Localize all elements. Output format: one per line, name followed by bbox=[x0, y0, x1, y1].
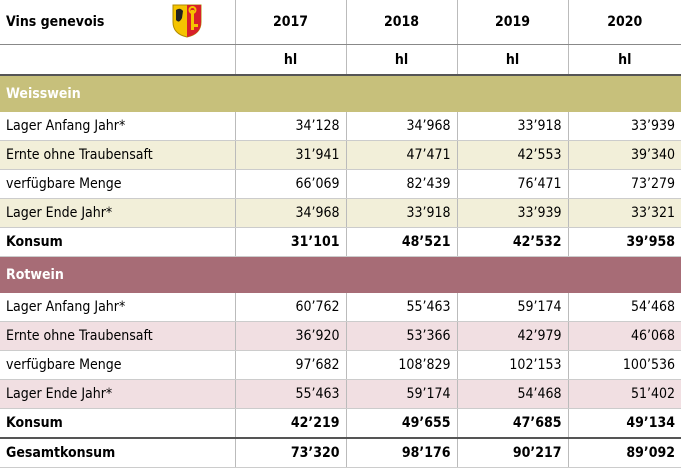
data-row: Lager Anfang Jahr* 60’762 55’463 59’174 54’4… bbox=[0, 293, 681, 322]
cell-value: 51’402 bbox=[567, 379, 681, 409]
cell-value: 33’321 bbox=[567, 198, 681, 228]
section-name: Weisswein bbox=[0, 75, 681, 112]
row-label: Lager Ende Jahr* bbox=[0, 198, 235, 228]
section-row: Weisswein bbox=[0, 75, 681, 112]
total-value: 98’176 bbox=[345, 437, 457, 468]
cell-value: 108’829 bbox=[345, 350, 457, 380]
row-label: Konsum bbox=[0, 408, 235, 439]
cell-value: 97’682 bbox=[234, 350, 346, 380]
cell-value: 59’174 bbox=[345, 379, 457, 409]
section-row: Rotwein bbox=[0, 256, 681, 293]
cell-value: 53’366 bbox=[345, 321, 457, 351]
unit-header: hl bbox=[456, 44, 568, 76]
year-header: 2020 bbox=[567, 0, 681, 45]
year-header: 2017 bbox=[234, 0, 346, 45]
year-header: 2018 bbox=[345, 0, 457, 45]
data-row: Lager Anfang Jahr* 34’128 34’968 33’918 33’9… bbox=[0, 112, 681, 141]
unit-empty bbox=[0, 44, 235, 76]
cell-value: 34’968 bbox=[234, 198, 346, 228]
cell-value: 34’128 bbox=[234, 112, 346, 141]
cell-value: 42’219 bbox=[234, 408, 346, 439]
row-label: verfügbare Menge bbox=[0, 169, 235, 199]
cell-value: 42’553 bbox=[456, 140, 568, 170]
header-title: Vins genevois bbox=[6, 14, 105, 30]
cell-value: 60’762 bbox=[234, 293, 346, 322]
data-row: Lager Ende Jahr* 55’463 59’174 54’468 51’402 bbox=[0, 379, 681, 409]
cell-value: 54’468 bbox=[567, 293, 681, 322]
header-row: Vins genevois 2017 2018 2019 2020 bbox=[0, 0, 681, 45]
total-value: 90’217 bbox=[456, 437, 568, 468]
cell-value: 55’463 bbox=[345, 293, 457, 322]
cell-value: 39’958 bbox=[567, 227, 681, 257]
data-row: verfügbare Menge 66’069 82’439 76’471 73’279 bbox=[0, 169, 681, 199]
total-value: 73’320 bbox=[234, 437, 346, 468]
cell-value: 76’471 bbox=[456, 169, 568, 199]
row-label: verfügbare Menge bbox=[0, 350, 235, 380]
cell-value: 47’685 bbox=[456, 408, 568, 439]
cell-value: 49’134 bbox=[567, 408, 681, 439]
coat-of-arms bbox=[172, 4, 202, 38]
cell-value: 36’920 bbox=[234, 321, 346, 351]
cell-value: 33’918 bbox=[345, 198, 457, 228]
cell-value: 31’101 bbox=[234, 227, 346, 257]
row-label: Konsum bbox=[0, 227, 235, 257]
cell-value: 59’174 bbox=[456, 293, 568, 322]
cell-value: 73’279 bbox=[567, 169, 681, 199]
row-label: Ernte ohne Traubensaft bbox=[0, 321, 235, 351]
total-label: Gesamtkonsum bbox=[0, 437, 235, 468]
unit-row: hl hl hl hl bbox=[0, 44, 681, 76]
year-header: 2019 bbox=[456, 0, 568, 45]
cell-value: 33’939 bbox=[567, 112, 681, 141]
row-label: Ernte ohne Traubensaft bbox=[0, 140, 235, 170]
data-row: verfügbare Menge 97’682 108’829 102’153 100’… bbox=[0, 350, 681, 380]
cell-value: 34’968 bbox=[345, 112, 457, 141]
cell-value: 31’941 bbox=[234, 140, 346, 170]
cell-value: 66’069 bbox=[234, 169, 346, 199]
cell-value: 42’532 bbox=[456, 227, 568, 257]
cell-value: 33’918 bbox=[456, 112, 568, 141]
data-row: Konsum 31’101 48’521 42’532 39’958 bbox=[0, 227, 681, 257]
cell-value: 47’471 bbox=[345, 140, 457, 170]
cell-value: 49’655 bbox=[345, 408, 457, 439]
cell-value: 33’939 bbox=[456, 198, 568, 228]
header-title-cell: Vins genevois bbox=[0, 0, 235, 45]
data-row: Ernte ohne Traubensaft 31’941 47’471 42’553… bbox=[0, 140, 681, 170]
row-label: Lager Anfang Jahr* bbox=[0, 112, 235, 141]
row-label: Lager Ende Jahr* bbox=[0, 379, 235, 409]
data-row: Lager Ende Jahr* 34’968 33’918 33’939 33’321 bbox=[0, 198, 681, 228]
data-row: Ernte ohne Traubensaft 36’920 53’366 42’979… bbox=[0, 321, 681, 351]
unit-header: hl bbox=[234, 44, 346, 76]
cell-value: 48’521 bbox=[345, 227, 457, 257]
unit-header: hl bbox=[345, 44, 457, 76]
total-row: Gesamtkonsum 73’320 98’176 90’217 89’092 bbox=[0, 437, 681, 468]
cell-value: 55’463 bbox=[234, 379, 346, 409]
cell-value: 46’068 bbox=[567, 321, 681, 351]
cell-value: 82’439 bbox=[345, 169, 457, 199]
total-value: 89’092 bbox=[567, 437, 681, 468]
cell-value: 42’979 bbox=[456, 321, 568, 351]
cell-value: 39’340 bbox=[567, 140, 681, 170]
data-row: Konsum 42’219 49’655 47’685 49’134 bbox=[0, 408, 681, 439]
section-name: Rotwein bbox=[0, 256, 681, 293]
cell-value: 54’468 bbox=[456, 379, 568, 409]
row-label: Lager Anfang Jahr* bbox=[0, 293, 235, 322]
unit-header: hl bbox=[567, 44, 681, 76]
cell-value: 100’536 bbox=[567, 350, 681, 380]
cell-value: 102’153 bbox=[456, 350, 568, 380]
